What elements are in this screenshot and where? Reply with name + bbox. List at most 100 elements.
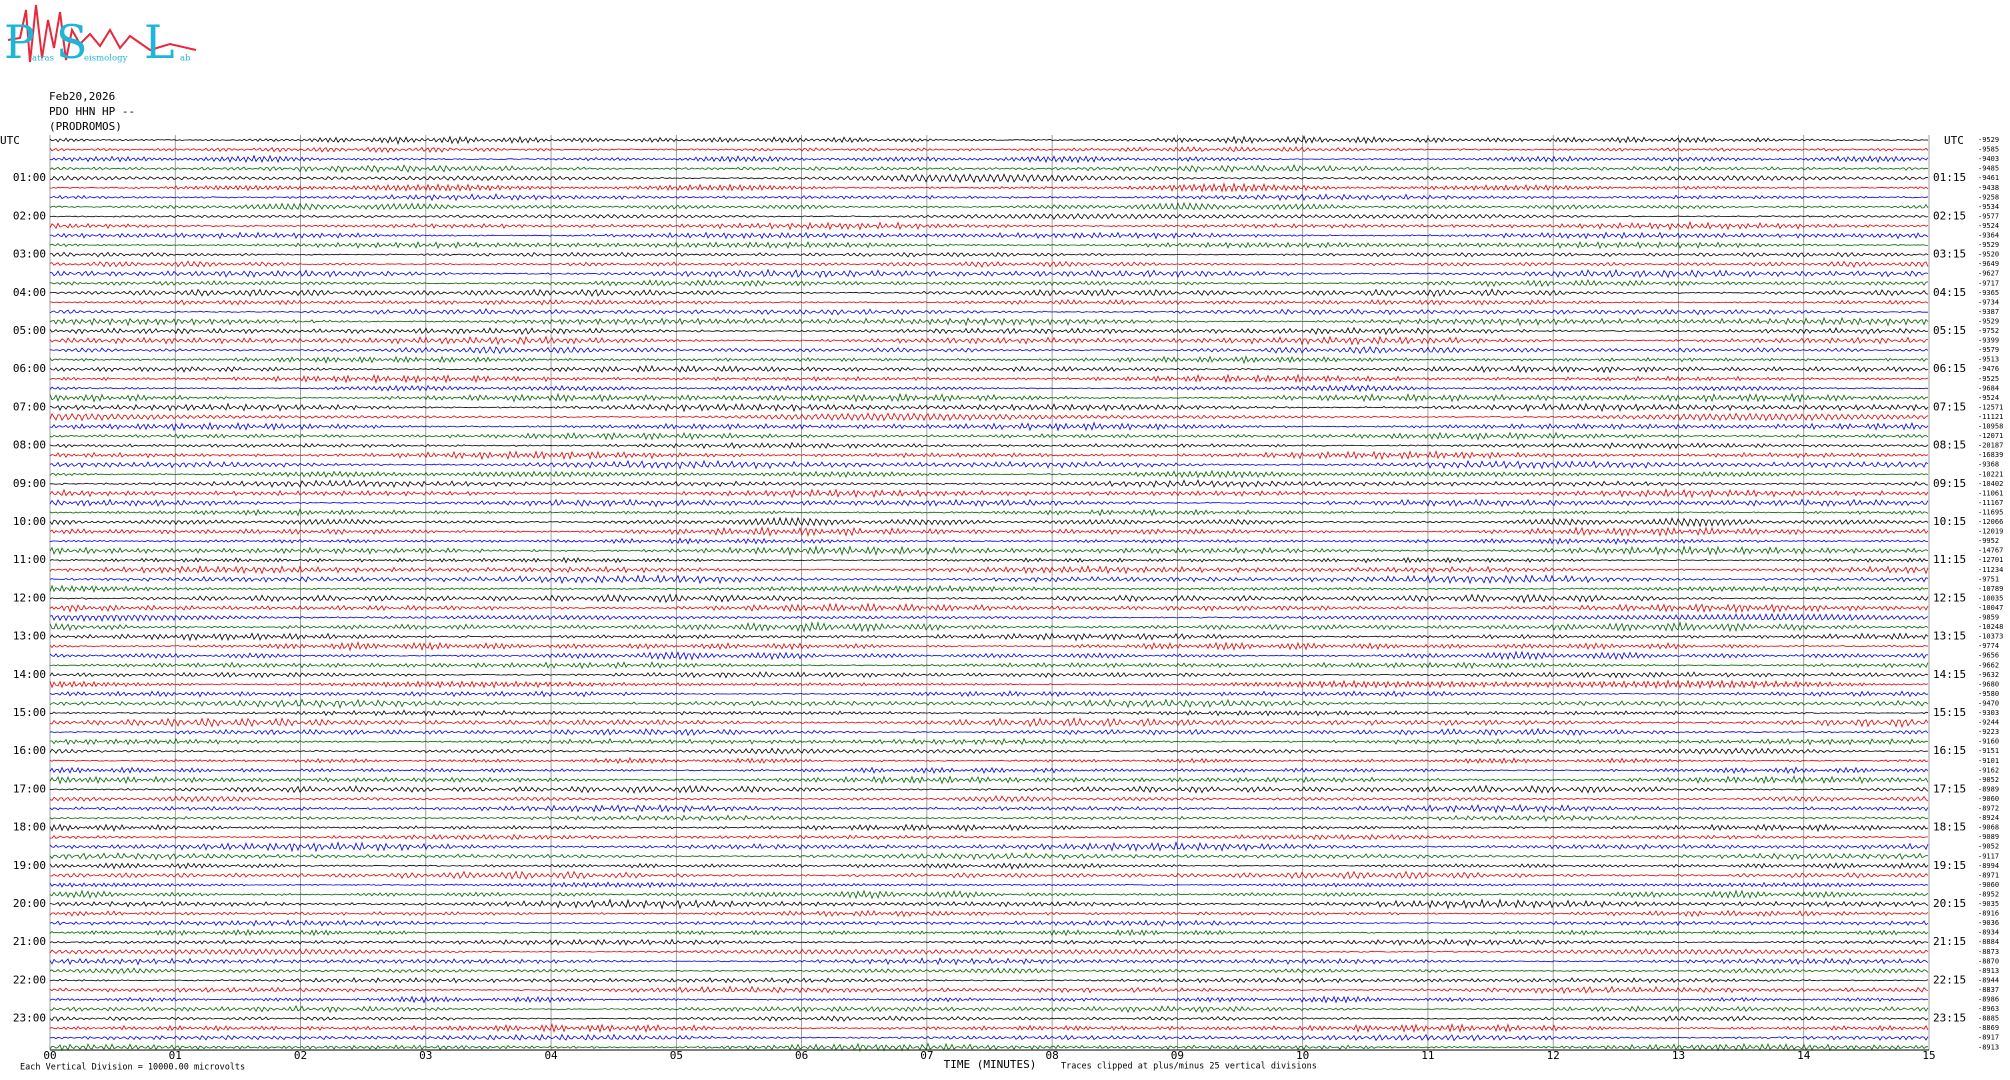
trace-offset: -9060 xyxy=(1978,881,1999,889)
trace xyxy=(49,679,1929,690)
trace-offset: -9577 xyxy=(1978,212,1999,220)
trace xyxy=(49,421,1929,432)
trace xyxy=(49,288,1929,298)
trace xyxy=(50,737,1929,746)
trace-offset: -9627 xyxy=(1978,270,1999,278)
trace xyxy=(49,967,1929,975)
trace-offset: -9513 xyxy=(1978,356,1999,364)
x-tick-label: 06 xyxy=(795,1049,808,1062)
trace xyxy=(49,727,1929,737)
trace-offset: -9485 xyxy=(1978,165,1999,173)
trace xyxy=(49,431,1929,441)
trace-offset: -9585 xyxy=(1978,146,1999,154)
trace-offset: -9952 xyxy=(1978,537,1999,545)
trace xyxy=(49,326,1929,336)
hour-label: 19:15 xyxy=(1933,859,1966,872)
trace-offset: -9101 xyxy=(1978,757,1999,765)
x-tick-label: 12 xyxy=(1547,1049,1560,1062)
trace-offset: -9774 xyxy=(1978,642,1999,650)
logo-word: eismology xyxy=(84,54,128,64)
trace xyxy=(49,135,1929,146)
x-tick-label: 10 xyxy=(1296,1049,1309,1062)
trace xyxy=(49,193,1929,202)
trace-offset: -8913 xyxy=(1978,1043,1999,1051)
trace-offset: -9752 xyxy=(1978,327,1999,335)
trace xyxy=(49,402,1929,413)
trace-offset: -8989 xyxy=(1978,785,1999,793)
x-tick-label: 03 xyxy=(419,1049,432,1062)
x-tick-label: 01 xyxy=(169,1049,182,1062)
trace xyxy=(49,593,1929,604)
trace xyxy=(49,574,1929,585)
trace-offset: -9662 xyxy=(1978,661,1999,669)
trace xyxy=(49,881,1929,889)
trace xyxy=(49,525,1929,537)
hour-label: 08:00 xyxy=(13,439,46,452)
trace xyxy=(49,173,1929,184)
logo-letter: L xyxy=(144,15,175,69)
trace-offset: -9717 xyxy=(1978,279,1999,287)
hour-label: 15:15 xyxy=(1933,706,1966,719)
hour-label: 16:00 xyxy=(13,744,46,757)
trace xyxy=(49,479,1929,489)
trace xyxy=(49,392,1929,404)
trace-offset: -9244 xyxy=(1978,719,1999,727)
trace-offset: -8837 xyxy=(1978,986,1999,994)
trace-offset: -11167 xyxy=(1978,499,2003,507)
left-axis-title: UTC xyxy=(0,134,20,147)
trace xyxy=(49,412,1929,422)
trace xyxy=(49,747,1929,755)
trace xyxy=(49,985,1929,995)
trace xyxy=(49,698,1929,709)
trace-offset: -9524 xyxy=(1978,222,1999,230)
trace-offset: -10402 xyxy=(1978,480,2003,488)
hour-label: 06:00 xyxy=(13,362,46,375)
hour-label: 03:15 xyxy=(1933,248,1966,261)
hour-label: 17:15 xyxy=(1933,782,1966,795)
trace-offset: -9365 xyxy=(1978,289,1999,297)
traces xyxy=(49,135,1929,1053)
trace-offset: -10789 xyxy=(1978,585,2003,593)
hour-label: 12:00 xyxy=(13,591,46,604)
trace-offset: -9684 xyxy=(1978,384,1999,392)
hour-label: 13:00 xyxy=(13,630,46,643)
trace-offset: -8870 xyxy=(1978,957,1999,965)
trace xyxy=(49,1004,1929,1014)
trace xyxy=(49,251,1929,258)
trace-offset: -8913 xyxy=(1978,967,1999,975)
trace xyxy=(49,441,1929,450)
trace xyxy=(49,1015,1929,1022)
trace xyxy=(49,889,1929,900)
right-axis-title: UTC xyxy=(1944,134,1964,147)
trace-offset: -9656 xyxy=(1978,652,1999,660)
trace-offset: -9734 xyxy=(1978,298,1999,306)
trace xyxy=(49,556,1929,564)
trace-offset: -9680 xyxy=(1978,680,1999,688)
trace-offset: -9580 xyxy=(1978,690,1999,698)
trace-offset: -9524 xyxy=(1978,394,1999,402)
trace-offset: -9258 xyxy=(1978,193,1999,201)
hour-label: 18:00 xyxy=(13,821,46,834)
trace-offset: -10248 xyxy=(1978,623,2003,631)
hour-label: 18:15 xyxy=(1933,821,1966,834)
trace-offset: -9859 xyxy=(1978,614,1999,622)
trace-offset: -9036 xyxy=(1978,919,1999,927)
x-tick-label: 05 xyxy=(670,1049,683,1062)
trace xyxy=(50,870,1929,880)
trace xyxy=(49,690,1929,698)
x-tick-label: 11 xyxy=(1421,1049,1434,1062)
trace xyxy=(49,632,1929,642)
trace-offset: -9223 xyxy=(1978,728,1999,736)
trace-offset: -8917 xyxy=(1978,1034,1999,1042)
hour-label: 07:00 xyxy=(13,400,46,413)
trace xyxy=(49,823,1929,833)
trace-offset: -12071 xyxy=(1978,432,2003,440)
trace xyxy=(49,508,1929,517)
hour-label: 16:15 xyxy=(1933,744,1966,757)
trace xyxy=(49,298,1929,306)
trace-offset: -9403 xyxy=(1978,155,1999,163)
trace-offset: -9117 xyxy=(1978,852,1999,860)
trace-offset: -12571 xyxy=(1978,403,2003,411)
hour-label: 22:15 xyxy=(1933,973,1966,986)
